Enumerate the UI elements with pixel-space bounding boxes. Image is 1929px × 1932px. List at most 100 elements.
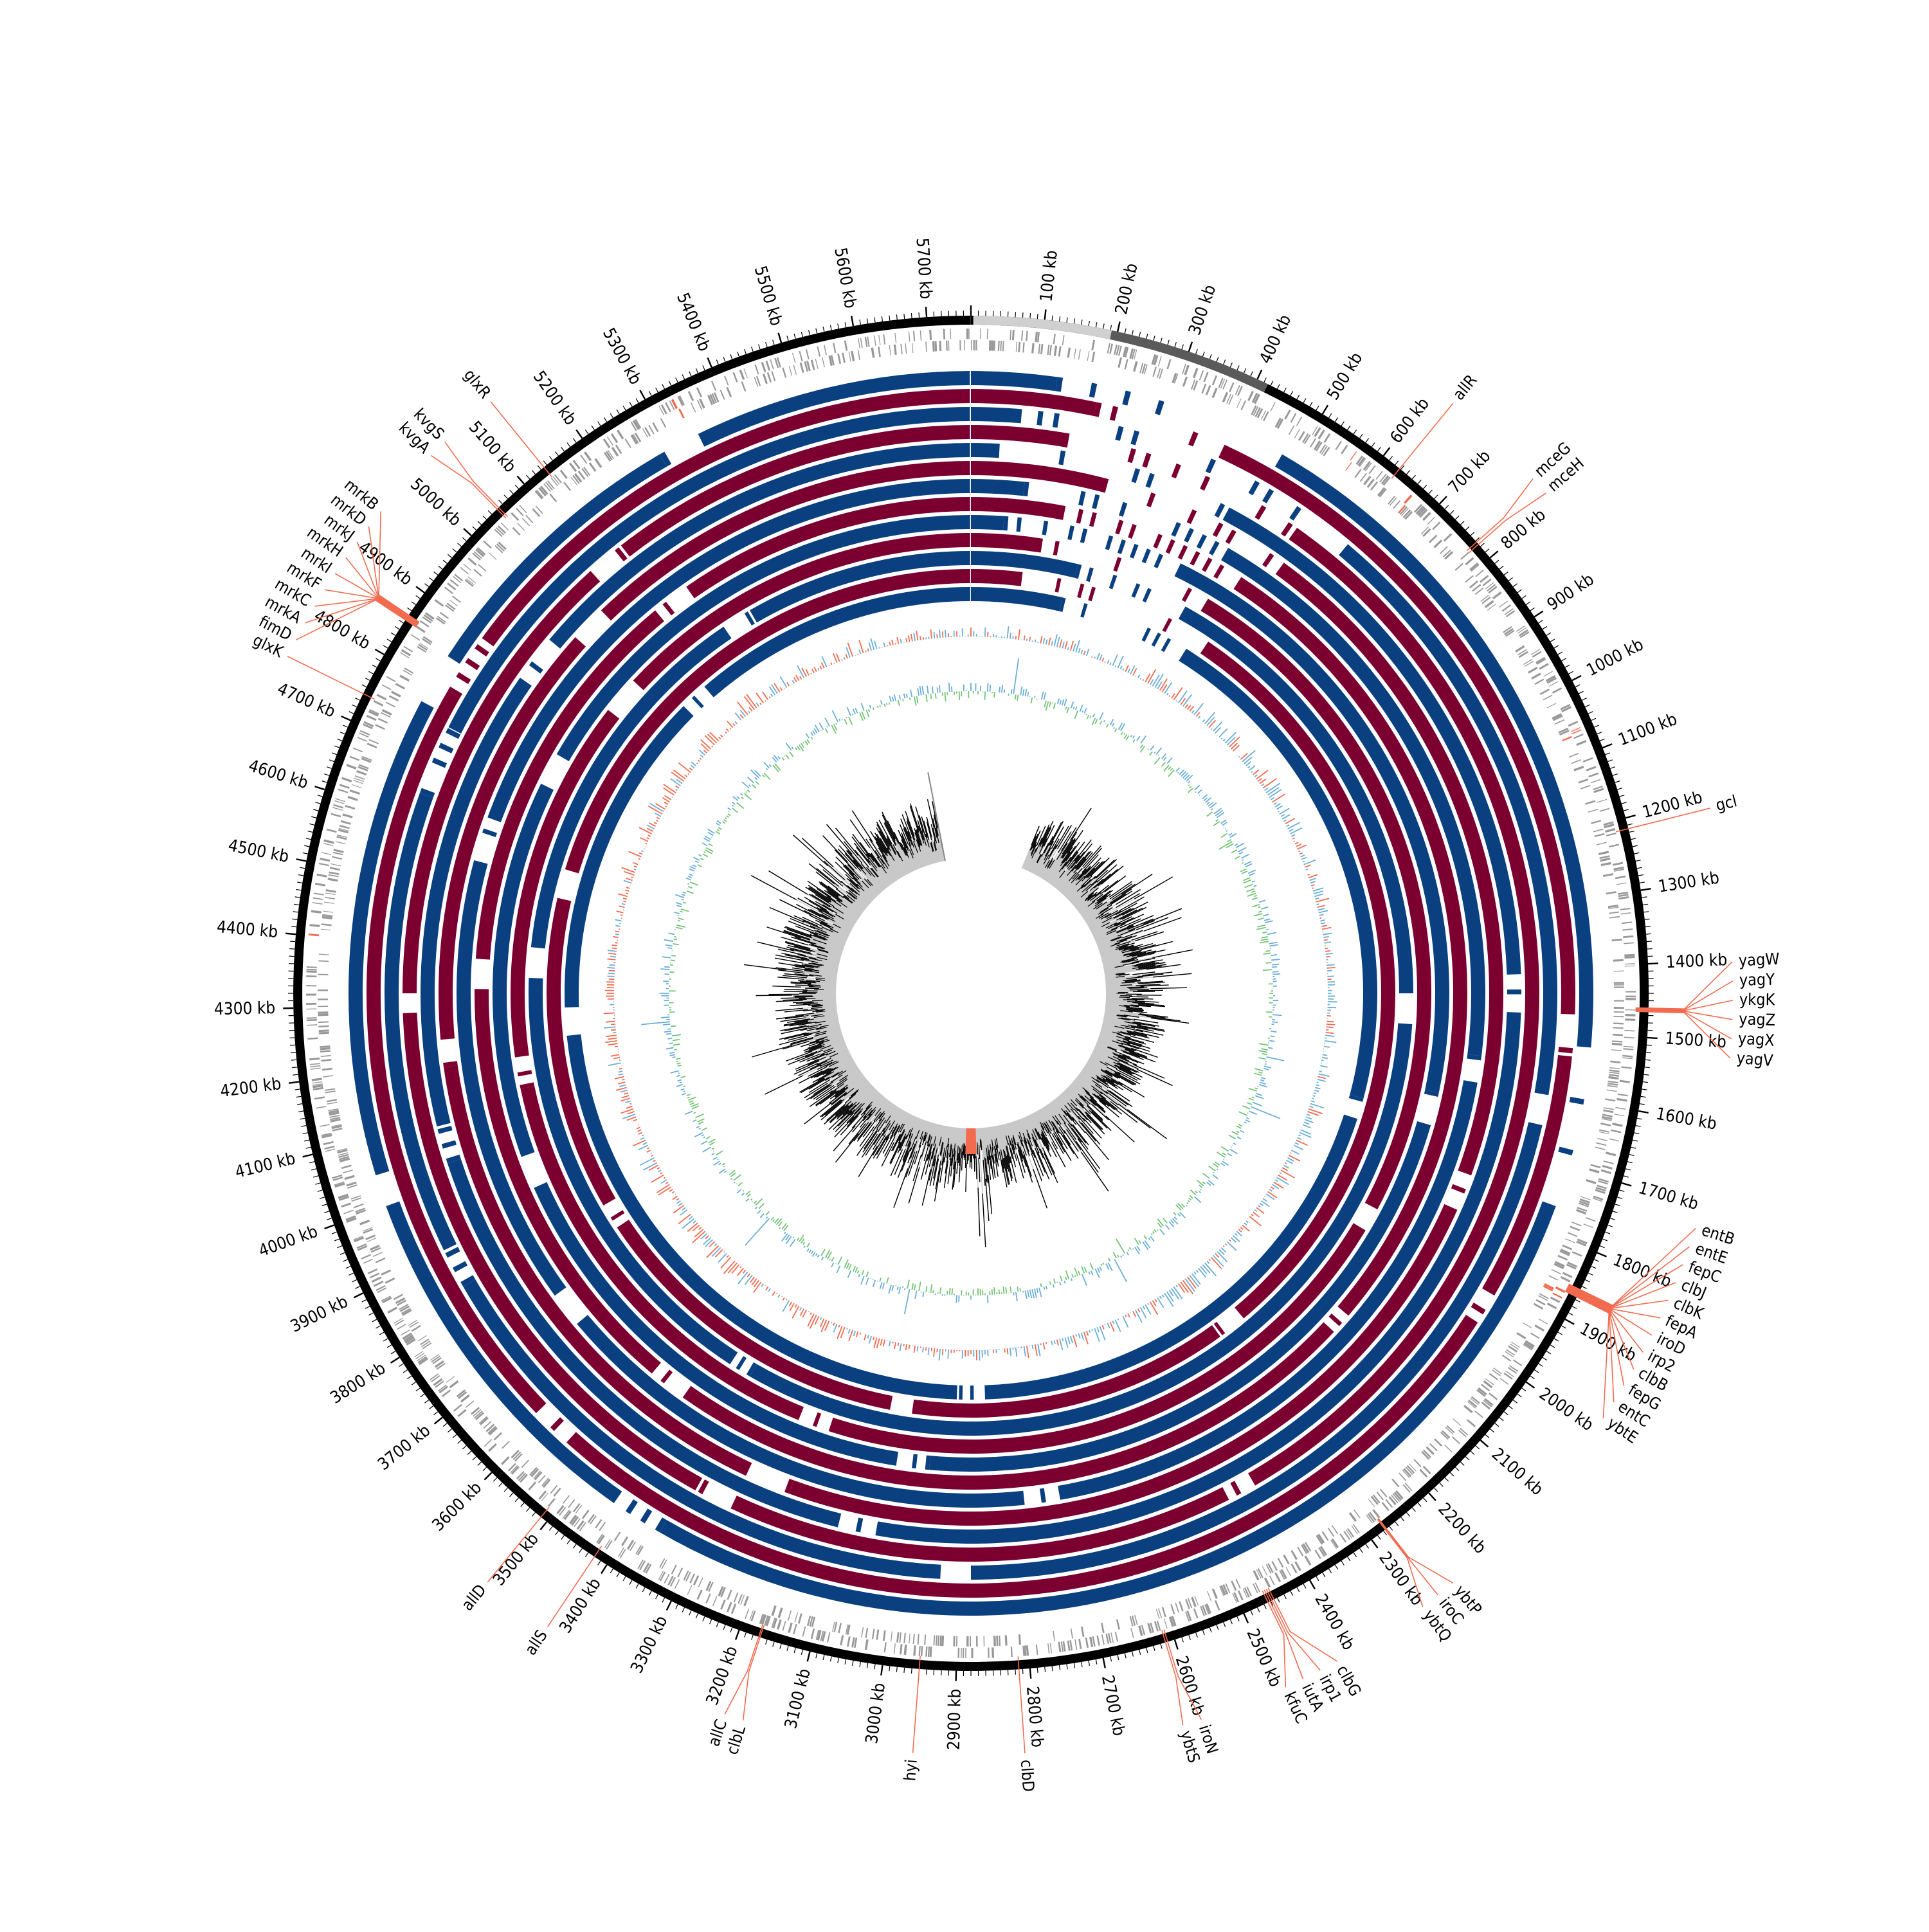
- comparison-ring-fragment: [1089, 512, 1097, 527]
- cds-feature: [858, 350, 860, 360]
- cds-feature: [378, 718, 388, 724]
- gc-skew-bar: [608, 1038, 617, 1040]
- gc-content-bar: [1202, 1182, 1206, 1184]
- gc-content-bar: [1113, 1252, 1116, 1258]
- gc-skew-bar: [1123, 1316, 1128, 1327]
- minor-tick: [1297, 395, 1300, 399]
- minor-tick: [383, 646, 388, 648]
- cds-feature: [386, 676, 395, 682]
- gc-content-bar: [1247, 1103, 1252, 1105]
- gc-content-bar: [1186, 1205, 1187, 1206]
- cds-feature: [525, 515, 533, 523]
- cds-feature: [1434, 1438, 1442, 1447]
- gc-skew-bar: [1219, 728, 1227, 737]
- gc-content-bar: [1164, 757, 1166, 761]
- gc-content-bar: [1236, 1132, 1239, 1133]
- gc-skew-bar: [676, 1198, 679, 1200]
- coverage-bar: [894, 1168, 908, 1207]
- gc-skew-bar: [1082, 1333, 1084, 1340]
- gc-skew-bar: [691, 762, 696, 766]
- gc-skew-bar: [903, 1344, 904, 1346]
- gc-content-bar: [1268, 1047, 1272, 1048]
- gc-content-bar: [813, 730, 815, 734]
- minor-tick: [1217, 357, 1218, 361]
- gc-skew-bar: [1317, 904, 1319, 905]
- gc-content-bar: [1040, 1283, 1041, 1287]
- cds-feature: [563, 1495, 570, 1504]
- gc-skew-bar: [1271, 797, 1274, 799]
- coverage-bar: [988, 1175, 992, 1214]
- gc-skew-bar: [705, 1236, 709, 1239]
- major-tick: [1490, 551, 1498, 557]
- cds-feature: [1263, 411, 1269, 421]
- minor-tick: [669, 381, 671, 386]
- gc-content-bar: [671, 1070, 679, 1072]
- cds-feature: [1573, 766, 1584, 772]
- gc-skew-bar: [892, 640, 893, 645]
- gc-content-bar: [809, 1250, 811, 1253]
- minor-tick: [1435, 1488, 1438, 1492]
- cds-feature: [1578, 779, 1588, 784]
- coverage-bar: [909, 1167, 919, 1203]
- minor-tick: [710, 1620, 712, 1624]
- minor-tick: [391, 1351, 395, 1354]
- gc-content-bar: [821, 1249, 825, 1256]
- coverage-bar: [1052, 1142, 1065, 1168]
- gc-skew-bar: [611, 1054, 619, 1056]
- gc-skew-bar: [794, 677, 797, 682]
- coverage-bar: [1127, 1110, 1166, 1139]
- cds-feature: [999, 1636, 1001, 1646]
- cds-feature: [318, 1013, 329, 1016]
- cds-feature: [878, 335, 880, 345]
- gc-skew-bar: [1207, 1261, 1209, 1263]
- gc-skew-bar: [633, 863, 638, 865]
- minor-tick: [346, 1266, 350, 1268]
- cds-feature: [493, 1432, 502, 1441]
- minor-tick: [823, 327, 824, 332]
- cds-feature: [1310, 438, 1316, 448]
- cds-feature: [1452, 1436, 1460, 1444]
- cds-feature: [1609, 844, 1619, 847]
- comparison-ring-fragment: [1086, 567, 1094, 582]
- cds-feature: [705, 1593, 711, 1603]
- gc-skew-bar: [873, 1337, 874, 1340]
- gc-skew-bar: [618, 1082, 625, 1084]
- gc-content-bar: [1190, 786, 1191, 788]
- cds-feature: [838, 1623, 842, 1633]
- cds-feature: [1278, 1558, 1284, 1567]
- gc-skew-bar: [1314, 1093, 1316, 1094]
- gc-content-bar: [853, 709, 855, 714]
- gc-content-bar: [1207, 812, 1213, 817]
- gc-skew-bar: [889, 642, 890, 646]
- cds-feature: [435, 599, 444, 607]
- gc-skew-bar: [1318, 1077, 1326, 1079]
- cds-feature: [920, 330, 922, 341]
- gc-skew-bar: [1060, 1339, 1062, 1350]
- cds-feature: [941, 1636, 944, 1646]
- gc-skew-bar: [1282, 1168, 1287, 1171]
- minor-tick: [1168, 340, 1169, 345]
- minor-tick: [696, 368, 698, 373]
- gc-skew-bar: [865, 651, 866, 653]
- cds-feature: [599, 1522, 606, 1531]
- gc-skew-bar: [1291, 1150, 1299, 1154]
- cds-feature: [849, 352, 851, 362]
- gc-skew-bar: [626, 878, 633, 880]
- gc-content-bar: [684, 1086, 685, 1087]
- gc-content-bar: [1057, 1282, 1058, 1283]
- cds-feature: [865, 1639, 869, 1650]
- minor-tick: [801, 332, 802, 337]
- gc-skew-bar: [1060, 640, 1062, 648]
- tick-label: 1100 kb: [1616, 710, 1680, 750]
- gc-skew-bar: [747, 1274, 750, 1277]
- minor-tick: [1335, 417, 1337, 422]
- gc-skew-bar: [1324, 940, 1328, 941]
- comparison-ring-fragment: [1171, 522, 1181, 537]
- gc-content-bar: [904, 694, 905, 699]
- minor-tick: [617, 410, 619, 414]
- minor-tick: [703, 1616, 705, 1621]
- gc-content-bar: [1170, 768, 1172, 771]
- cds-feature: [1555, 719, 1564, 725]
- coverage-bar: [1118, 1104, 1150, 1128]
- gc-skew-bar: [676, 1201, 680, 1204]
